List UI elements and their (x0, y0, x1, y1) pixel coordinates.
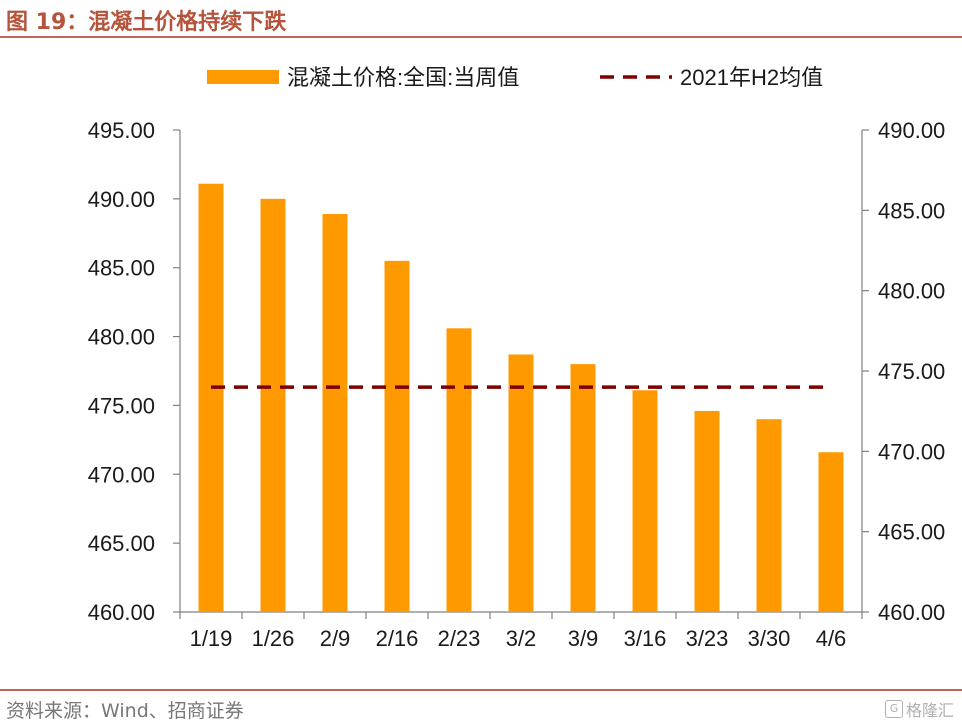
right-axis-tick-label: 475.00 (878, 359, 945, 384)
bar (384, 260, 410, 612)
legend-label-line: 2021年H2均值 (680, 65, 823, 90)
watermark-text: 格隆汇 (905, 701, 954, 720)
left-axis-tick-label: 460.00 (88, 600, 155, 625)
left-axis-tick-label: 485.00 (88, 256, 155, 281)
x-axis-tick-label: 3/9 (568, 626, 599, 651)
x-axis-tick-label: 2/23 (438, 626, 481, 651)
x-axis-tick-label: 3/2 (506, 626, 537, 651)
bar (632, 390, 658, 612)
bar (570, 364, 596, 612)
x-axis-tick-label: 1/19 (190, 626, 233, 651)
figure-title: 图 19：混凝土价格持续下跌 (6, 10, 287, 35)
bottom-divider (0, 689, 962, 691)
right-axis-tick-label: 460.00 (878, 600, 945, 625)
x-axis-tick-label: 2/16 (376, 626, 419, 651)
bar (322, 214, 348, 612)
right-axis-tick-label: 465.00 (878, 520, 945, 545)
bar (694, 410, 720, 612)
x-axis-tick-label: 3/16 (624, 626, 667, 651)
right-axis-tick-label: 490.00 (878, 118, 945, 143)
legend-label-bar: 混凝土价格:全国:当周值 (287, 65, 519, 90)
bar (198, 183, 224, 613)
bar (818, 452, 844, 612)
left-axis-tick-label: 475.00 (88, 393, 155, 418)
x-axis-tick-label: 3/23 (686, 626, 729, 651)
bar (508, 354, 534, 612)
left-axis-tick-label: 465.00 (88, 531, 155, 556)
x-axis-tick-label: 2/9 (320, 626, 351, 651)
watermark: G 格隆汇 (884, 697, 954, 721)
x-axis-tick-label: 3/30 (748, 626, 791, 651)
watermark-logo-icon: G (884, 700, 903, 718)
top-divider (0, 36, 962, 38)
left-axis-tick-label: 470.00 (88, 462, 155, 487)
bar (756, 419, 782, 612)
legend-swatch-bar (207, 70, 279, 84)
source-note: 资料来源：Wind、招商证券 (6, 700, 244, 722)
bar (260, 198, 286, 612)
right-axis-tick-label: 480.00 (878, 279, 945, 304)
left-axis-tick-label: 495.00 (88, 118, 155, 143)
x-axis-tick-label: 1/26 (252, 626, 295, 651)
right-axis-tick-label: 485.00 (878, 198, 945, 223)
bar (446, 328, 472, 612)
x-axis-tick-label: 4/6 (816, 626, 847, 651)
left-axis-tick-label: 490.00 (88, 187, 155, 212)
left-axis-tick-label: 480.00 (88, 325, 155, 350)
right-axis-tick-label: 470.00 (878, 439, 945, 464)
